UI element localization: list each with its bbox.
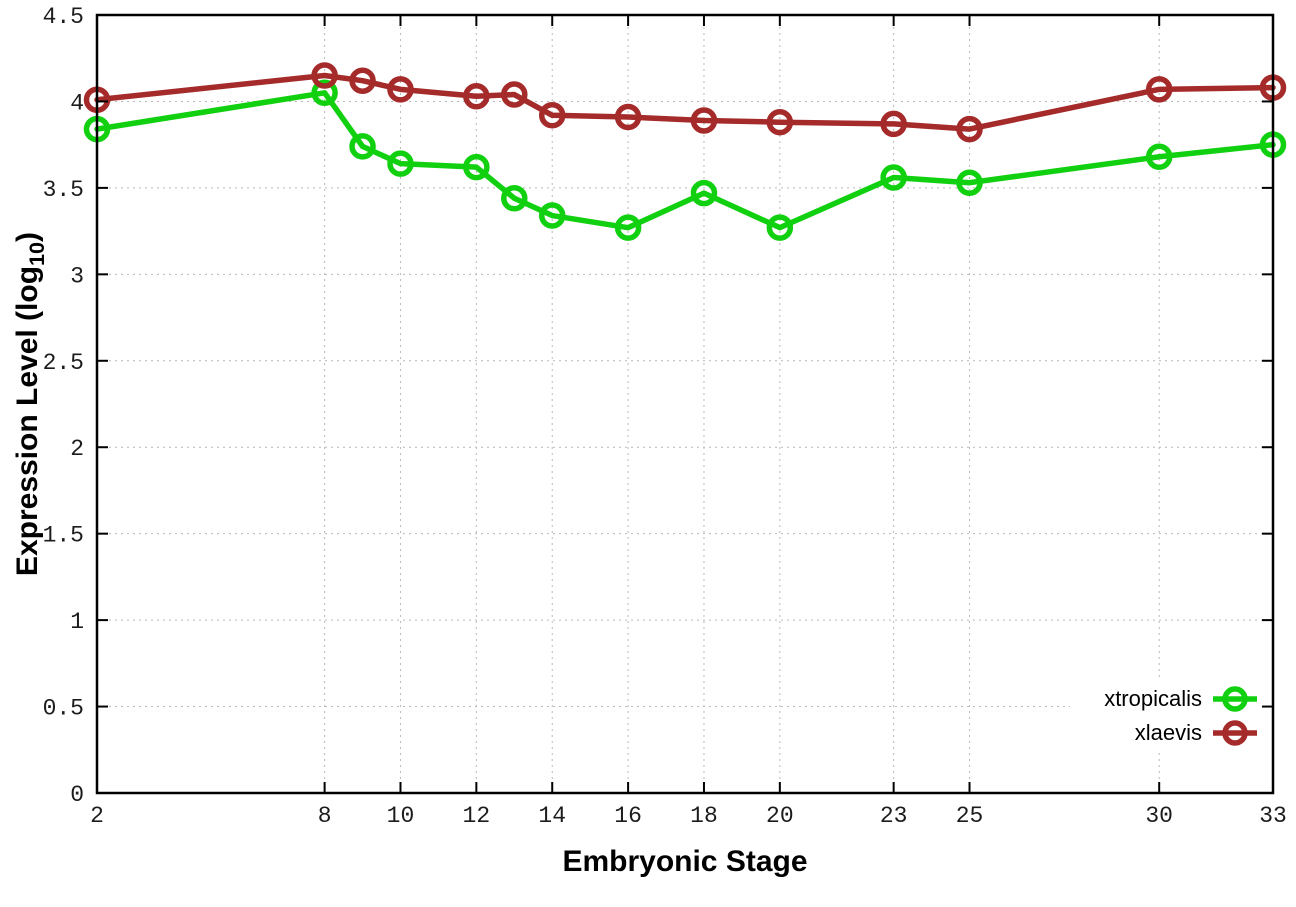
data-point-xtropicalis [349, 133, 376, 160]
y-axis-title: Expression Level (log10) [7, 14, 49, 794]
legend-item-xlaevis: xlaevis [1135, 716, 1258, 750]
data-point-xtropicalis [501, 185, 528, 212]
legend-sample-point-icon [1222, 720, 1248, 746]
data-point-xtropicalis [387, 150, 414, 177]
y-tick-label: 0 [70, 782, 84, 808]
legend-marker-xlaevis [1213, 720, 1257, 746]
plot-border [95, 13, 1275, 795]
legend-sample-point-icon [1222, 686, 1248, 712]
x-tick-label: 18 [690, 803, 718, 829]
data-point-xlaevis [501, 81, 528, 108]
data-point-xtropicalis [311, 79, 338, 107]
data-point-xtropicalis [538, 202, 566, 229]
data-point-xlaevis [1145, 76, 1173, 103]
legend-marker-xtropicalis [1213, 686, 1257, 712]
data-point-xtropicalis [766, 214, 794, 241]
y-tick-label: 2.5 [43, 350, 84, 376]
x-axis-title: Embryonic Stage [562, 845, 808, 878]
x-tick-label: 8 [318, 803, 332, 829]
data-point-xtropicalis [1145, 143, 1173, 171]
y-tick-label: 3.5 [43, 177, 84, 203]
data-point-xlaevis [614, 103, 642, 131]
legend-label-xlaevis: xlaevis [1134, 720, 1202, 745]
x-tick-label: 20 [766, 803, 794, 829]
y-tick-label: 0.5 [43, 696, 84, 722]
data-point-xlaevis [956, 115, 983, 143]
data-point-xlaevis [880, 110, 907, 138]
data-point-xtropicalis [880, 164, 907, 191]
data-point-xtropicalis [690, 179, 718, 207]
data-point-xlaevis [690, 107, 718, 134]
data-point-xtropicalis [614, 214, 642, 241]
y-tick-label: 4.5 [43, 4, 84, 30]
y-tick-label: 3 [70, 263, 84, 289]
data-point-xlaevis [538, 102, 566, 129]
x-tick-label: 30 [1145, 803, 1173, 829]
data-point-xlaevis [349, 67, 376, 94]
x-tick-label: 10 [387, 803, 415, 829]
data-point-xtropicalis [463, 153, 490, 181]
y-tick-label: 1 [70, 609, 84, 635]
data-point-xtropicalis [956, 169, 983, 196]
x-tick-label: 23 [880, 803, 908, 829]
x-tick-label: 14 [538, 803, 566, 829]
x-tick-label: 16 [614, 803, 642, 829]
y-axis-title-text: Expression Level (log [11, 265, 44, 577]
data-point-xlaevis [463, 83, 490, 110]
y-tick-label: 1.5 [43, 523, 84, 549]
y-axis-title-close: ) [11, 231, 44, 242]
x-tick-label: 12 [463, 803, 491, 829]
series-line-xtropicalis [94, 90, 1276, 231]
y-axis-title-subscript: 10 [24, 241, 49, 266]
data-point-xlaevis [766, 108, 794, 136]
y-tick-label: 4 [70, 90, 84, 116]
x-tick-label: 25 [956, 803, 984, 829]
x-tick-label: 2 [90, 803, 104, 829]
x-tick-label: 33 [1259, 803, 1287, 829]
data-point-xlaevis [387, 76, 414, 103]
legend-label-xtropicalis: xtropicalis [1104, 686, 1202, 711]
legend: xtropicalis xlaevis [1104, 682, 1258, 750]
legend-item-xtropicalis: xtropicalis [1104, 682, 1258, 716]
data-point-xlaevis [311, 62, 338, 89]
y-tick-label: 2 [70, 436, 84, 462]
